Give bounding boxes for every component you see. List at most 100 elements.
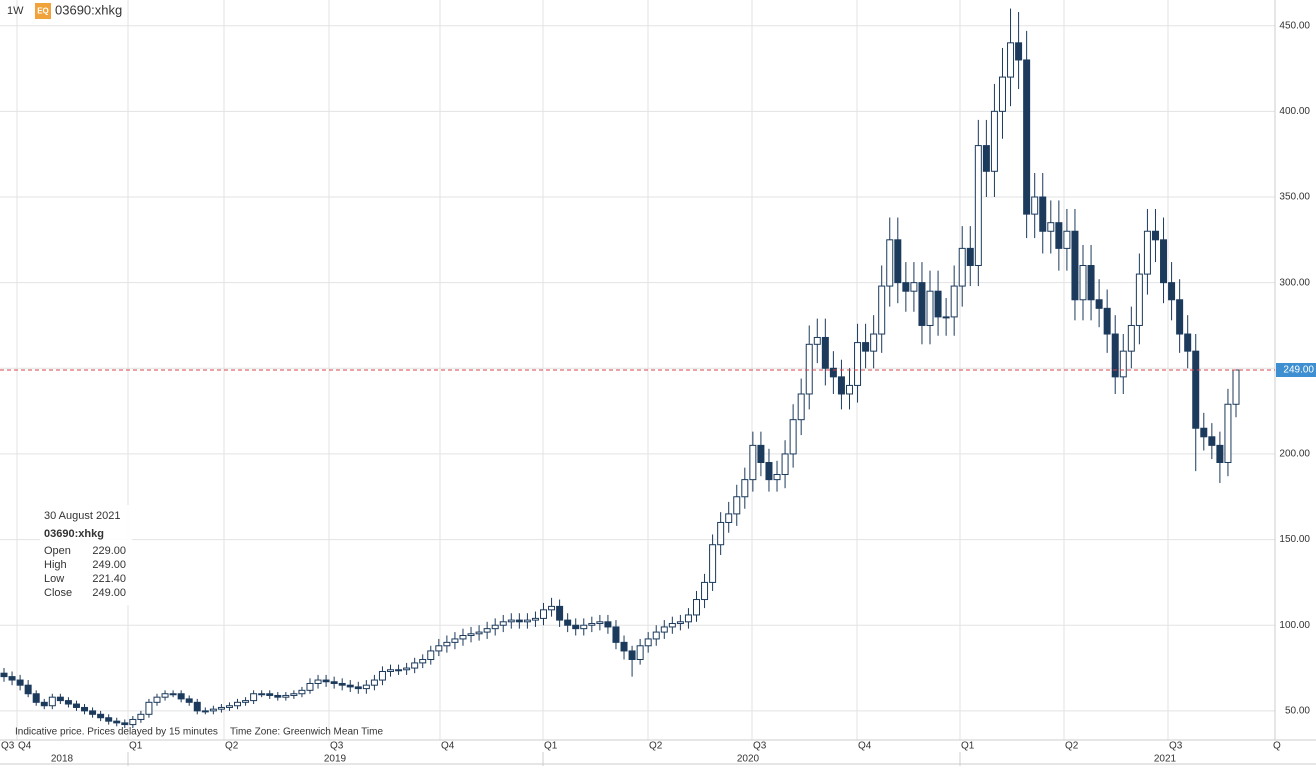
quarter-label: Q1: [129, 741, 143, 752]
candle-body: [242, 700, 250, 703]
candle-body: [1071, 230, 1079, 301]
quarter-label: Q1: [961, 741, 975, 752]
candle-body: [982, 145, 990, 172]
candle-body: [64, 700, 72, 705]
candle-body: [137, 713, 145, 720]
candle-body: [934, 290, 942, 318]
footnote: Indicative price. Prices delayed by 15 m…: [15, 727, 218, 738]
candle-body: [330, 681, 338, 684]
candle-body: [1031, 196, 1039, 215]
candle-body: [773, 473, 781, 481]
candle-body: [580, 624, 588, 630]
candle-body: [354, 686, 362, 690]
year-label: 2021: [1154, 754, 1177, 765]
candle-body: [161, 693, 169, 698]
candle-body: [40, 701, 48, 707]
candle-body: [829, 367, 837, 378]
candle-body: [467, 633, 475, 637]
candle-body: [443, 641, 451, 647]
candle-body: [507, 619, 515, 623]
quarter-label: Q2: [225, 741, 239, 752]
candle-body: [548, 605, 556, 611]
candle-body: [427, 650, 435, 660]
candle-body: [805, 343, 813, 395]
candle-body: [1079, 265, 1087, 301]
candle-body: [515, 619, 523, 623]
candle-body: [250, 693, 258, 702]
candle-body: [862, 342, 870, 352]
candle-body: [990, 110, 998, 172]
candle-body: [24, 684, 32, 695]
badge: EQ: [37, 7, 49, 16]
candle-body: [1192, 350, 1200, 429]
candle-body: [145, 701, 153, 715]
candle-body: [225, 705, 233, 708]
candle-body: [540, 609, 548, 619]
candle-body: [1103, 307, 1111, 335]
candle-body: [403, 667, 411, 671]
candle-body: [290, 693, 298, 696]
tooltip-row-value: 249.00: [92, 559, 126, 571]
candle-body: [588, 623, 596, 626]
quarter-label: Q3: [753, 741, 767, 752]
candle-body: [741, 479, 749, 498]
candle-body: [910, 282, 918, 292]
quarter-label: Q2: [649, 741, 663, 752]
candle-body: [217, 706, 225, 710]
candle-body: [370, 679, 378, 686]
candle-body: [1039, 196, 1047, 232]
candle-body: [435, 645, 443, 652]
candle-body: [644, 638, 652, 647]
candle-body: [709, 544, 717, 583]
y-tick-label: 450.00: [1279, 20, 1310, 31]
candle-body: [523, 619, 531, 623]
quarter-label: Q2: [1065, 741, 1079, 752]
tooltip-row-label: High: [44, 559, 67, 571]
footnote: Time Zone: Greenwich Mean Time: [230, 727, 383, 738]
candle-body: [556, 605, 564, 621]
candle-body: [725, 513, 733, 523]
candle-body: [298, 689, 306, 695]
interval: 1W: [7, 5, 24, 17]
y-tick-label: 150.00: [1279, 534, 1310, 545]
candle-body: [878, 285, 886, 335]
candle-body: [652, 631, 660, 640]
candle-body: [870, 333, 878, 352]
candle-body: [419, 658, 427, 664]
candle-body: [234, 701, 242, 707]
candle-body: [169, 693, 177, 696]
quarter-label: Q4: [441, 741, 455, 752]
year-label: 2020: [737, 754, 760, 765]
candle-body: [854, 342, 862, 386]
y-tick-label: 50.00: [1285, 706, 1310, 717]
quarter-label: Q3: [330, 741, 344, 752]
candle-body: [338, 682, 346, 686]
candle-body: [628, 650, 636, 660]
tooltip-symbol: 03690:xhkg: [44, 528, 104, 540]
candle-body: [322, 679, 330, 683]
candle-body: [966, 247, 974, 267]
candle-body: [387, 669, 395, 672]
candle-body: [177, 693, 185, 700]
candle-body: [894, 239, 902, 284]
badge-box: [35, 3, 51, 19]
candle-body: [668, 623, 676, 628]
candle-body: [1095, 299, 1103, 309]
tooltip-row-label: Open: [44, 545, 71, 557]
candle-body: [950, 285, 958, 318]
candle-body: [998, 76, 1006, 112]
candle-body: [1135, 273, 1143, 326]
candle-body: [258, 693, 266, 696]
last-price-box: [1276, 363, 1316, 377]
tooltip-box: [40, 505, 132, 605]
candle-body: [596, 621, 604, 625]
candle-body: [749, 444, 757, 481]
candle-body: [564, 619, 572, 626]
candle-body: [1151, 230, 1159, 241]
candle-body: [1216, 444, 1224, 463]
candle-body: [32, 693, 40, 703]
candle-body: [1224, 403, 1232, 463]
candle-body: [797, 393, 805, 421]
candle-body: [81, 706, 89, 712]
candle-body: [1208, 436, 1216, 446]
